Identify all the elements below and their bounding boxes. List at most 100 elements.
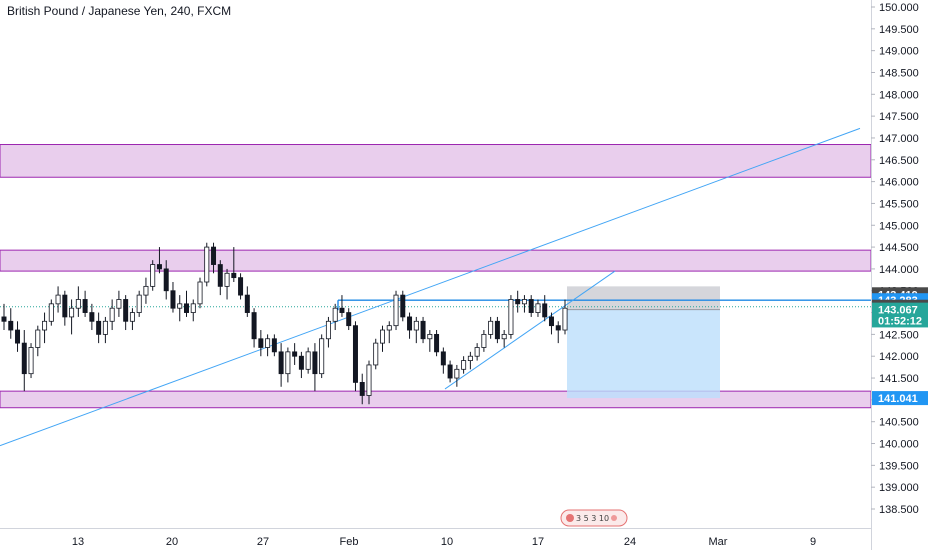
trendline-0[interactable] xyxy=(0,127,861,447)
candle-body xyxy=(454,368,460,379)
price-badge-label: 141.041 xyxy=(878,393,918,405)
candle-body xyxy=(400,294,406,318)
x-tick-label: 27 xyxy=(257,536,269,548)
y-tick-label: 148.000 xyxy=(879,89,919,101)
candle-body xyxy=(515,299,521,305)
candle-body xyxy=(535,303,541,313)
stop-loss-area[interactable] xyxy=(567,286,720,310)
candle-body xyxy=(413,320,419,331)
candle-body xyxy=(366,364,372,396)
y-tick-label: 140.500 xyxy=(879,417,919,429)
y-tick-label: 149.000 xyxy=(879,46,919,58)
y-tick-label: 144.500 xyxy=(879,242,919,254)
candle-body xyxy=(393,294,399,327)
candle-body xyxy=(488,320,494,335)
drawing-lines[interactable] xyxy=(0,127,871,447)
candle-body xyxy=(528,299,534,313)
candle-body xyxy=(251,312,257,340)
candle-body xyxy=(190,303,196,313)
y-tick-label: 150.000 xyxy=(879,2,919,14)
candle-body xyxy=(373,342,379,366)
candle-body xyxy=(285,351,291,375)
candle-body xyxy=(15,329,21,344)
take-profit-area[interactable] xyxy=(567,309,720,399)
watermark-logo: 3 5 3 10 xyxy=(560,509,628,527)
candle-body xyxy=(136,294,142,313)
candle-body xyxy=(427,333,433,340)
y-tick-label: 139.000 xyxy=(879,482,919,494)
candle-body xyxy=(474,347,480,357)
candle-body xyxy=(69,307,75,318)
candle-body xyxy=(292,351,298,357)
candle-body xyxy=(211,246,217,265)
candles xyxy=(1,242,568,405)
y-tick-label: 139.500 xyxy=(879,460,919,472)
candle-body xyxy=(238,277,244,296)
price-badge xyxy=(872,313,928,328)
x-tick-label: 13 xyxy=(72,536,84,548)
chart-title: British Pound / Japanese Yen, 240, FXCM xyxy=(7,4,231,18)
y-tick-label: 144.000 xyxy=(879,264,919,276)
candle-body xyxy=(55,294,61,305)
y-tick-label: 147.000 xyxy=(879,133,919,145)
x-tick-label: 9 xyxy=(810,536,816,548)
y-tick-label: 148.500 xyxy=(879,67,919,79)
candle-body xyxy=(258,338,264,348)
price-badges: 143.419143.283143.134143.06701:52:12141.… xyxy=(872,287,928,406)
candle-body xyxy=(501,333,507,340)
candle-body xyxy=(75,299,81,309)
y-tick-label: 141.500 xyxy=(879,373,919,385)
candle-body xyxy=(461,360,467,370)
axes xyxy=(0,0,872,550)
candle-body xyxy=(380,329,386,344)
x-tick-label: 10 xyxy=(441,536,453,548)
candle-body xyxy=(548,316,554,327)
price-badge xyxy=(872,391,928,406)
candle-body xyxy=(28,347,34,375)
candle-body xyxy=(150,264,156,287)
candle-body xyxy=(346,312,352,327)
y-tick-label: 140.000 xyxy=(879,439,919,451)
candle-body xyxy=(407,316,413,331)
candle-body xyxy=(521,299,527,305)
time-axis[interactable]: 13 20 27 Feb 10 17 24 Mar 9 xyxy=(72,536,816,548)
candle-body xyxy=(156,264,162,270)
candle-body xyxy=(204,246,210,283)
x-tick-label: Feb xyxy=(340,536,359,548)
candle-body xyxy=(312,351,318,375)
zone-2 xyxy=(0,390,872,409)
candle-body xyxy=(21,342,27,375)
candle-body xyxy=(123,299,129,322)
candle-body xyxy=(96,320,102,335)
candle-body xyxy=(440,351,446,366)
price-badge-label: 01:52:12 xyxy=(878,315,922,327)
position-tool[interactable] xyxy=(567,286,720,399)
candle-body xyxy=(562,307,568,331)
candle-body xyxy=(467,355,473,361)
candle-body xyxy=(170,290,176,309)
candle-body xyxy=(8,320,14,331)
candle-body xyxy=(109,307,115,322)
x-tick-label: Mar xyxy=(709,536,728,548)
candle-body xyxy=(177,303,183,309)
candle-body xyxy=(183,303,189,313)
x-tick-label: 20 xyxy=(166,536,178,548)
candle-body xyxy=(224,272,230,287)
y-tick-label: 146.000 xyxy=(879,177,919,189)
zone-1 xyxy=(0,249,872,272)
candle-body xyxy=(434,333,440,353)
candle-body xyxy=(420,320,426,340)
x-tick-label: 24 xyxy=(624,536,636,548)
candle-body xyxy=(48,303,54,322)
trendline-1[interactable] xyxy=(444,270,616,390)
candle-body xyxy=(116,299,122,309)
candle-body xyxy=(197,281,203,305)
y-tick-label: 142.500 xyxy=(879,329,919,341)
candle-body xyxy=(163,268,169,292)
y-tick-label: 147.500 xyxy=(879,111,919,123)
watermark-text: 3 5 3 10 xyxy=(576,514,609,523)
candle-body xyxy=(481,333,487,348)
candle-body xyxy=(265,338,271,348)
